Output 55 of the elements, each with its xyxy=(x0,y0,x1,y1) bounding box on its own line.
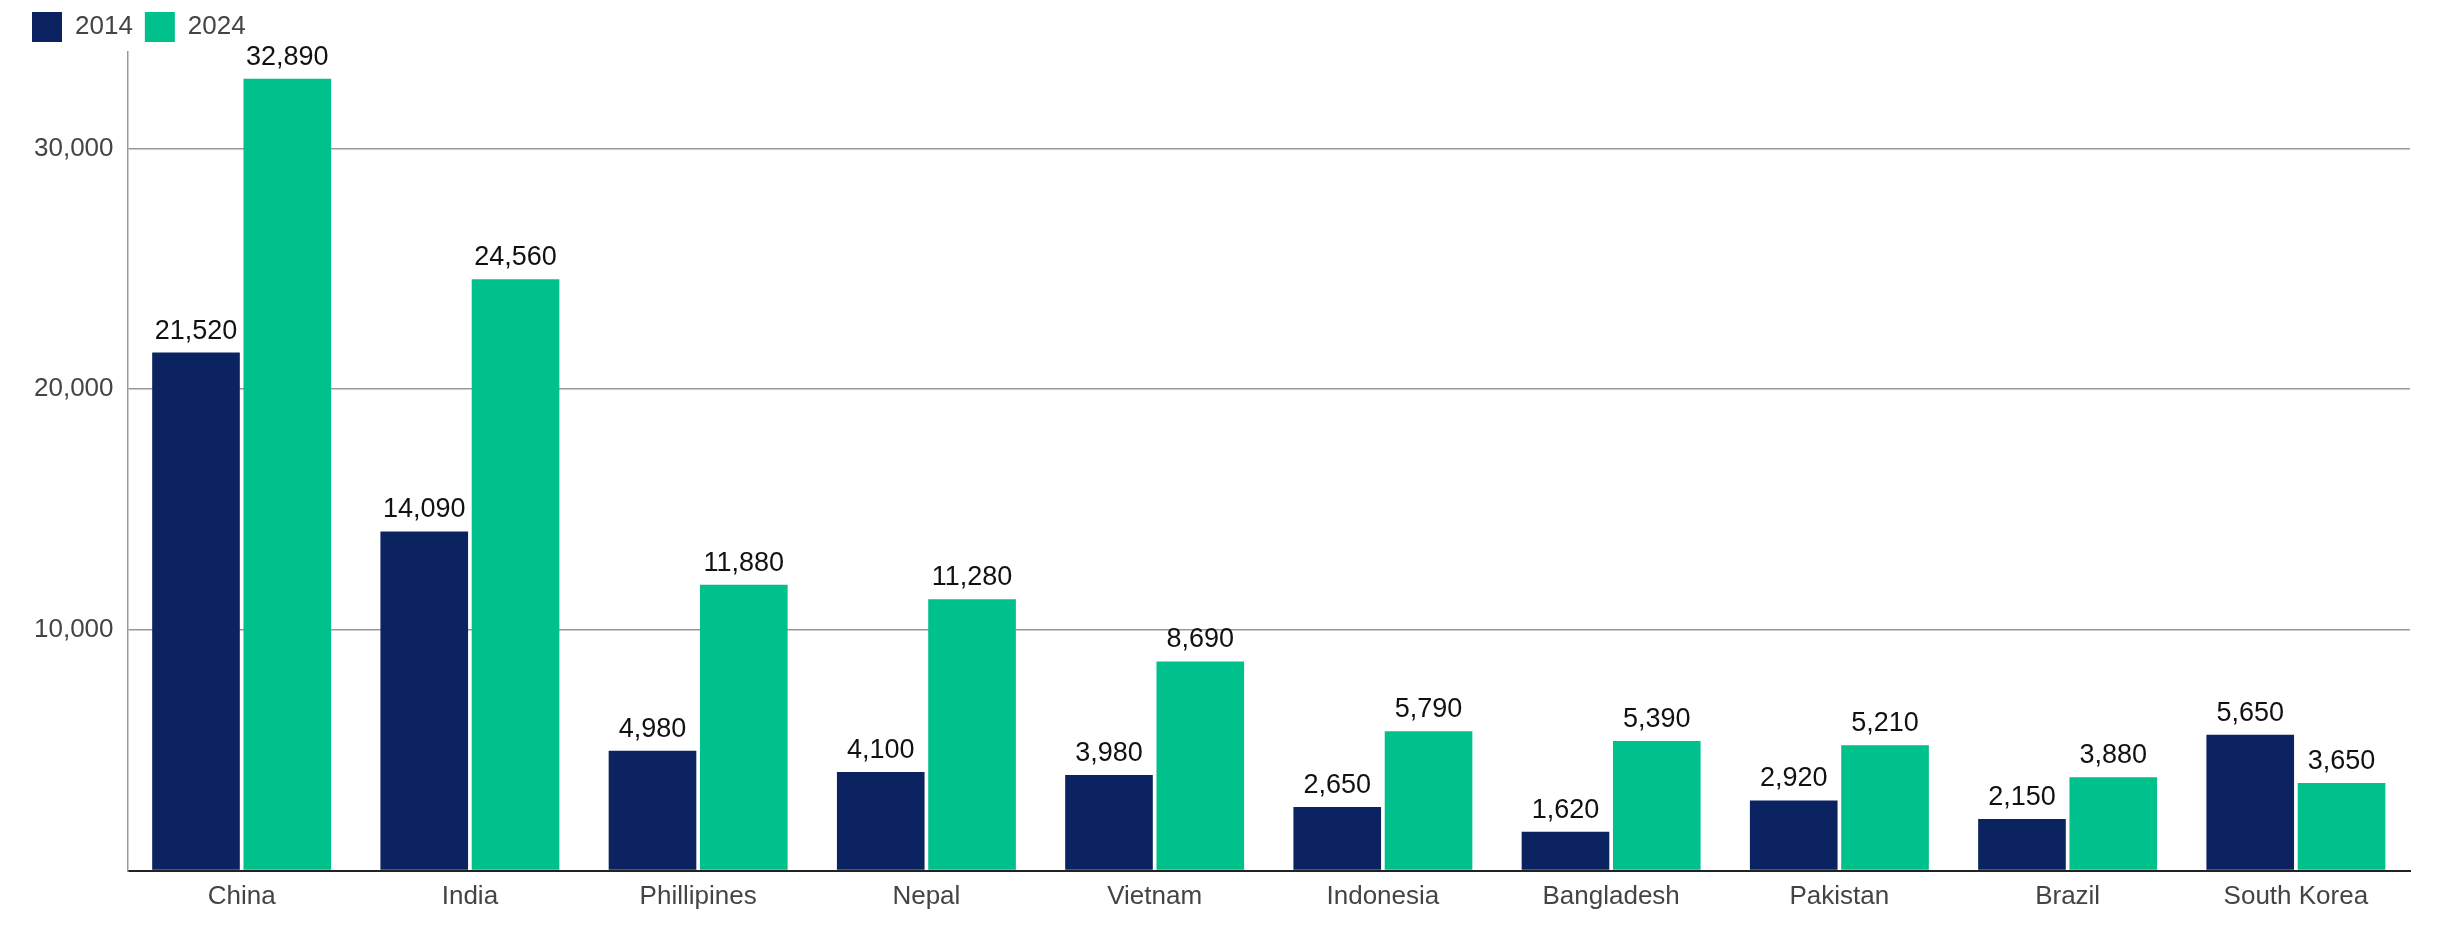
x-tick-label: Brazil xyxy=(2035,879,2101,910)
x-tick-label: South Korea xyxy=(2223,879,2369,910)
y-tick-label: 30,000 xyxy=(33,131,114,162)
data-label: 14,090 xyxy=(382,493,466,524)
bar xyxy=(471,279,560,870)
data-label: 5,650 xyxy=(2216,696,2285,727)
bar xyxy=(1612,741,1701,870)
x-tick-label: Bangladesh xyxy=(1542,879,1680,910)
data-label: 5,210 xyxy=(1851,707,1919,738)
bar xyxy=(243,78,332,870)
bar xyxy=(1978,819,2066,870)
y-tick-label: 20,000 xyxy=(33,372,114,403)
legend-label: 2024 xyxy=(187,10,246,41)
bar xyxy=(1384,731,1473,870)
bar xyxy=(2297,782,2386,870)
data-label: 4,980 xyxy=(618,712,687,743)
bar xyxy=(836,772,925,870)
data-label: 5,390 xyxy=(1622,702,1691,733)
legend-label: 2014 xyxy=(75,10,133,41)
bar xyxy=(1065,774,1153,870)
data-label: 3,880 xyxy=(2079,739,2148,770)
data-label: 2,650 xyxy=(1303,768,1372,799)
data-label: 4,100 xyxy=(846,734,915,765)
data-label: 11,280 xyxy=(931,561,1013,592)
x-tick-label: Nepal xyxy=(892,879,961,910)
bar xyxy=(1749,800,1838,870)
bar xyxy=(608,750,697,870)
bar xyxy=(2206,734,2295,870)
x-tick-label: Vietnam xyxy=(1107,879,1203,910)
bar xyxy=(1293,806,1382,870)
bar xyxy=(380,531,469,870)
data-label: 3,980 xyxy=(1075,736,1143,767)
bar xyxy=(152,352,240,870)
bar xyxy=(1521,831,1610,870)
x-tick-label: Indonesia xyxy=(1326,879,1440,910)
x-tick-label: China xyxy=(207,879,277,910)
data-label: 2,150 xyxy=(1988,780,2056,811)
x-tick-label: Pakistan xyxy=(1789,879,1890,910)
bar xyxy=(2069,777,2158,870)
data-label: 3,650 xyxy=(2307,744,2376,775)
data-label: 2,920 xyxy=(1759,762,1828,793)
data-label: 5,790 xyxy=(1394,693,1463,724)
data-label: 24,560 xyxy=(474,241,557,272)
bar xyxy=(1841,745,1929,870)
x-tick-label: Phillipines xyxy=(639,879,757,910)
data-label: 11,880 xyxy=(703,546,785,577)
y-tick-label: 10,000 xyxy=(33,613,114,644)
data-label: 21,520 xyxy=(154,314,238,345)
bar xyxy=(1156,661,1245,870)
bar xyxy=(699,584,788,870)
bar xyxy=(928,599,1016,870)
data-label: 32,890 xyxy=(246,40,329,71)
x-tick-label: India xyxy=(441,879,499,910)
data-label: 8,690 xyxy=(1166,623,1235,654)
data-label: 1,620 xyxy=(1531,793,1600,824)
